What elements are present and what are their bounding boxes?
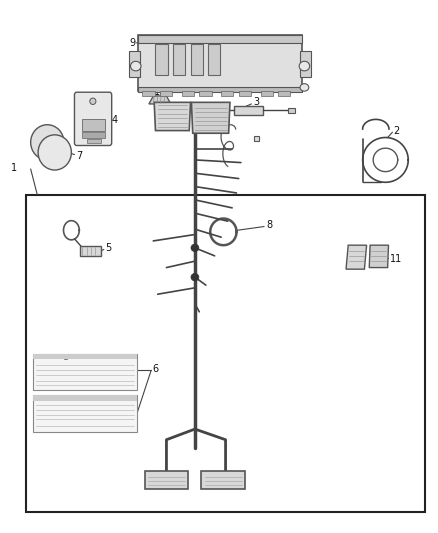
- Bar: [208, 44, 220, 75]
- Ellipse shape: [90, 98, 96, 104]
- Text: 6: 6: [152, 364, 159, 374]
- Bar: [261, 91, 273, 96]
- Bar: [33, 395, 137, 432]
- Bar: [201, 471, 245, 489]
- FancyBboxPatch shape: [74, 92, 112, 146]
- Bar: [129, 51, 140, 77]
- Text: 11: 11: [390, 254, 402, 263]
- Bar: [138, 87, 302, 92]
- Ellipse shape: [300, 84, 309, 91]
- Text: 1: 1: [11, 163, 17, 173]
- Bar: [145, 471, 188, 489]
- Bar: [82, 119, 105, 131]
- Bar: [300, 51, 311, 77]
- Bar: [182, 91, 194, 96]
- Ellipse shape: [38, 135, 71, 170]
- Polygon shape: [369, 245, 389, 268]
- Bar: [191, 44, 203, 75]
- Bar: [142, 91, 155, 96]
- Polygon shape: [191, 102, 230, 133]
- Text: 5: 5: [105, 243, 111, 253]
- Bar: [26, 195, 425, 512]
- Bar: [87, 139, 101, 143]
- Text: 2: 2: [393, 126, 399, 135]
- Bar: [33, 354, 137, 359]
- Text: 8: 8: [266, 220, 272, 230]
- Bar: [254, 136, 259, 141]
- Bar: [199, 91, 212, 96]
- Polygon shape: [154, 102, 191, 131]
- Bar: [80, 246, 101, 256]
- Text: 4: 4: [112, 115, 118, 125]
- Bar: [234, 106, 263, 115]
- Bar: [33, 395, 137, 401]
- Text: 3: 3: [253, 98, 259, 107]
- Bar: [278, 91, 290, 96]
- Ellipse shape: [191, 244, 199, 252]
- Bar: [138, 35, 302, 43]
- Text: 10: 10: [154, 87, 166, 97]
- Text: +: +: [51, 152, 56, 157]
- Bar: [82, 132, 105, 138]
- Bar: [33, 354, 137, 390]
- Polygon shape: [346, 245, 367, 269]
- Text: ▲ WARNING: ▲ WARNING: [64, 354, 99, 359]
- Text: 7: 7: [77, 151, 83, 160]
- Bar: [155, 44, 168, 75]
- Text: ▲ MISE EN GARDE: ▲ MISE EN GARDE: [57, 395, 106, 401]
- Ellipse shape: [131, 61, 141, 71]
- Bar: [221, 91, 233, 96]
- Bar: [160, 91, 172, 96]
- Bar: [173, 44, 185, 75]
- Bar: [239, 91, 251, 96]
- Polygon shape: [149, 96, 171, 104]
- Bar: [138, 35, 302, 91]
- Ellipse shape: [191, 273, 199, 281]
- Text: 9: 9: [129, 38, 135, 47]
- Ellipse shape: [299, 61, 310, 71]
- Bar: [288, 108, 295, 113]
- Ellipse shape: [31, 125, 64, 160]
